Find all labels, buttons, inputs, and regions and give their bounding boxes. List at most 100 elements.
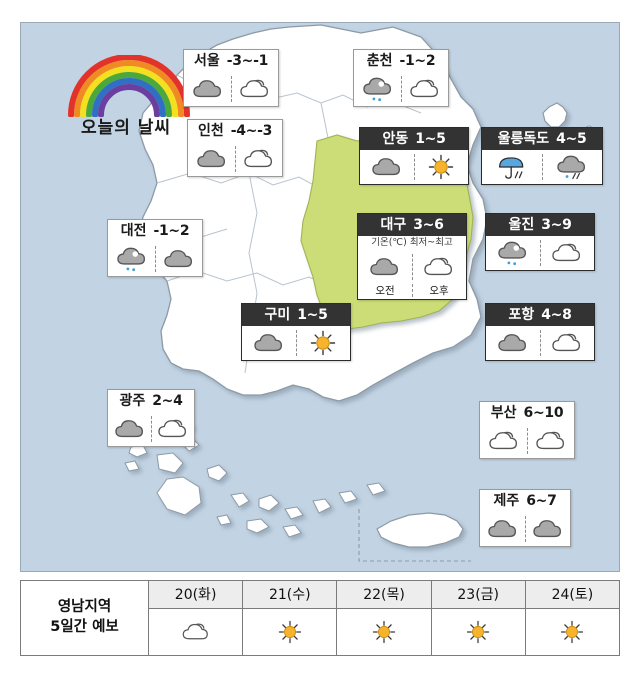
weather-icons-row <box>354 72 448 106</box>
weather-icons-row <box>360 150 468 184</box>
weather-box-header: 구미 1~5 <box>242 304 350 326</box>
sun-icon <box>424 153 458 181</box>
weather-box-header: 광주 2~4 <box>108 390 194 412</box>
temperature-range: 3~9 <box>541 217 572 233</box>
weather-box-10[interactable]: 포항 4~8 <box>485 303 595 361</box>
forecast-columns: 20(화) 21(수) 22(목) 23(금) 24(토) <box>149 581 620 655</box>
city-name: 대구 <box>380 217 407 233</box>
weather-box-11[interactable]: 광주 2~4 <box>107 389 195 447</box>
temperature-range: -1~2 <box>153 223 190 239</box>
weather-icons-row <box>184 72 278 106</box>
legend-time-labels: 오전 오후 <box>358 284 466 299</box>
weather-box-9[interactable]: 구미 1~5 <box>241 303 351 361</box>
cloud-icon <box>162 245 196 273</box>
weather-box-7[interactable]: 대구 3~6 기온(℃) 최저~최고 오전 오후 <box>357 213 467 300</box>
sun-icon <box>306 329 340 357</box>
forecast-day-column[interactable]: 24(토) <box>525 581 620 655</box>
weather-icons-row <box>480 424 574 458</box>
city-name: 광주 <box>119 393 146 409</box>
weather-icons-row <box>486 236 594 270</box>
legend-pm-label: 오후 <box>429 285 449 297</box>
forecast-date-label: 24(토) <box>525 581 620 609</box>
weather-box-3[interactable]: 춘천 -1~2 <box>353 49 449 107</box>
partly-cloudy-icon <box>550 329 584 357</box>
weather-box-4[interactable]: 안동 1~5 <box>359 127 469 185</box>
forecast-day-column[interactable]: 22(목) <box>337 581 432 655</box>
weather-box-12[interactable]: 부산 6~10 <box>479 401 575 459</box>
forecast-date-label: 20(화) <box>149 581 243 609</box>
partly-cloudy-icon <box>238 75 272 103</box>
temperature-range: 6~10 <box>523 405 564 421</box>
temperature-range: -1~2 <box>399 53 436 69</box>
weather-box-2[interactable]: 인천 -4~-3 <box>187 119 283 177</box>
weather-box-header: 안동 1~5 <box>360 128 468 150</box>
five-day-forecast-table: 영남지역 5일간 예보 20(화) 21(수) 22(목) 23(금) 24(토) <box>20 580 620 656</box>
cloud-icon <box>252 329 286 357</box>
weather-box-header: 포항 4~8 <box>486 304 594 326</box>
korea-weather-map: 오늘의 날씨 서울 -3~-1 인천 -4~-3 춘천 -1~2 안동 1~5 울릉독도 4~5 대… <box>20 22 620 572</box>
forecast-day-column[interactable]: 23(금) <box>431 581 526 655</box>
forecast-day-column[interactable]: 21(수) <box>243 581 338 655</box>
city-name: 포항 <box>508 307 535 323</box>
weather-box-13[interactable]: 제주 6~7 <box>479 489 571 547</box>
temperature-range: -3~-1 <box>226 53 269 69</box>
weather-icons-row <box>486 326 594 360</box>
cloud-icon <box>368 253 402 281</box>
weather-box-8[interactable]: 울진 3~9 <box>485 213 595 271</box>
city-name: 대전 <box>120 223 147 239</box>
city-name: 울릉독도 <box>497 131 550 147</box>
temperature-range: 1~5 <box>415 131 446 147</box>
cloud-snow-icon <box>361 75 395 103</box>
forecast-date-label: 21(수) <box>243 581 337 609</box>
sun-icon <box>243 609 336 655</box>
temperature-range: -4~-3 <box>230 123 273 139</box>
weather-box-1[interactable]: 서울 -3~-1 <box>183 49 279 107</box>
legend-am-label: 오전 <box>375 285 395 297</box>
weather-icons-row <box>108 242 202 276</box>
weather-box-header: 대구 3~6 <box>358 214 466 236</box>
temperature-range: 3~6 <box>413 217 444 233</box>
forecast-region-label: 영남지역 5일간 예보 <box>21 581 149 655</box>
temperature-range: 4~8 <box>541 307 572 323</box>
forecast-day-column[interactable]: 20(화) <box>149 581 244 655</box>
partly-cloudy-icon <box>242 145 276 173</box>
weather-box-header: 인천 -4~-3 <box>188 120 282 142</box>
cloud-snow-icon <box>496 239 530 267</box>
partly-cloudy-icon <box>550 239 584 267</box>
cloud-snow-icon <box>115 245 149 273</box>
ulleungdo-island <box>542 102 568 128</box>
cloud-icon <box>496 329 530 357</box>
cloud-icon <box>531 515 565 543</box>
forecast-label-line2: 5일간 예보 <box>50 619 119 635</box>
weather-box-5[interactable]: 울릉독도 4~5 <box>481 127 603 185</box>
partly-cloudy-icon <box>156 415 190 443</box>
sun-icon <box>337 609 430 655</box>
cloud-sleet-icon <box>555 153 589 181</box>
weather-box-header: 부산 6~10 <box>480 402 574 424</box>
brand-block: 오늘의 날씨 <box>51 55 211 150</box>
weather-icons-row <box>108 412 194 446</box>
city-name: 울진 <box>508 217 535 233</box>
weather-box-header: 울진 3~9 <box>486 214 594 236</box>
weather-icons-row <box>188 142 282 176</box>
city-name: 안동 <box>382 131 409 147</box>
city-name: 구미 <box>264 307 291 323</box>
cloud-icon <box>370 153 404 181</box>
forecast-date-label: 23(금) <box>431 581 525 609</box>
weather-icons-row <box>358 250 466 284</box>
partly-cloudy-icon <box>487 427 521 455</box>
weather-box-header: 서울 -3~-1 <box>184 50 278 72</box>
weather-box-6[interactable]: 대전 -1~2 <box>107 219 203 277</box>
rainbow-icon <box>68 55 190 117</box>
temperature-range: 4~5 <box>556 131 587 147</box>
forecast-date-label: 22(목) <box>337 581 431 609</box>
weather-icons-row <box>242 326 350 360</box>
sun-icon <box>432 609 525 655</box>
partly-cloudy-icon <box>149 609 242 655</box>
partly-cloudy-icon <box>422 253 456 281</box>
partly-cloudy-icon <box>534 427 568 455</box>
city-name: 춘천 <box>366 53 393 69</box>
cloud-icon <box>486 515 520 543</box>
city-name: 인천 <box>197 123 224 139</box>
